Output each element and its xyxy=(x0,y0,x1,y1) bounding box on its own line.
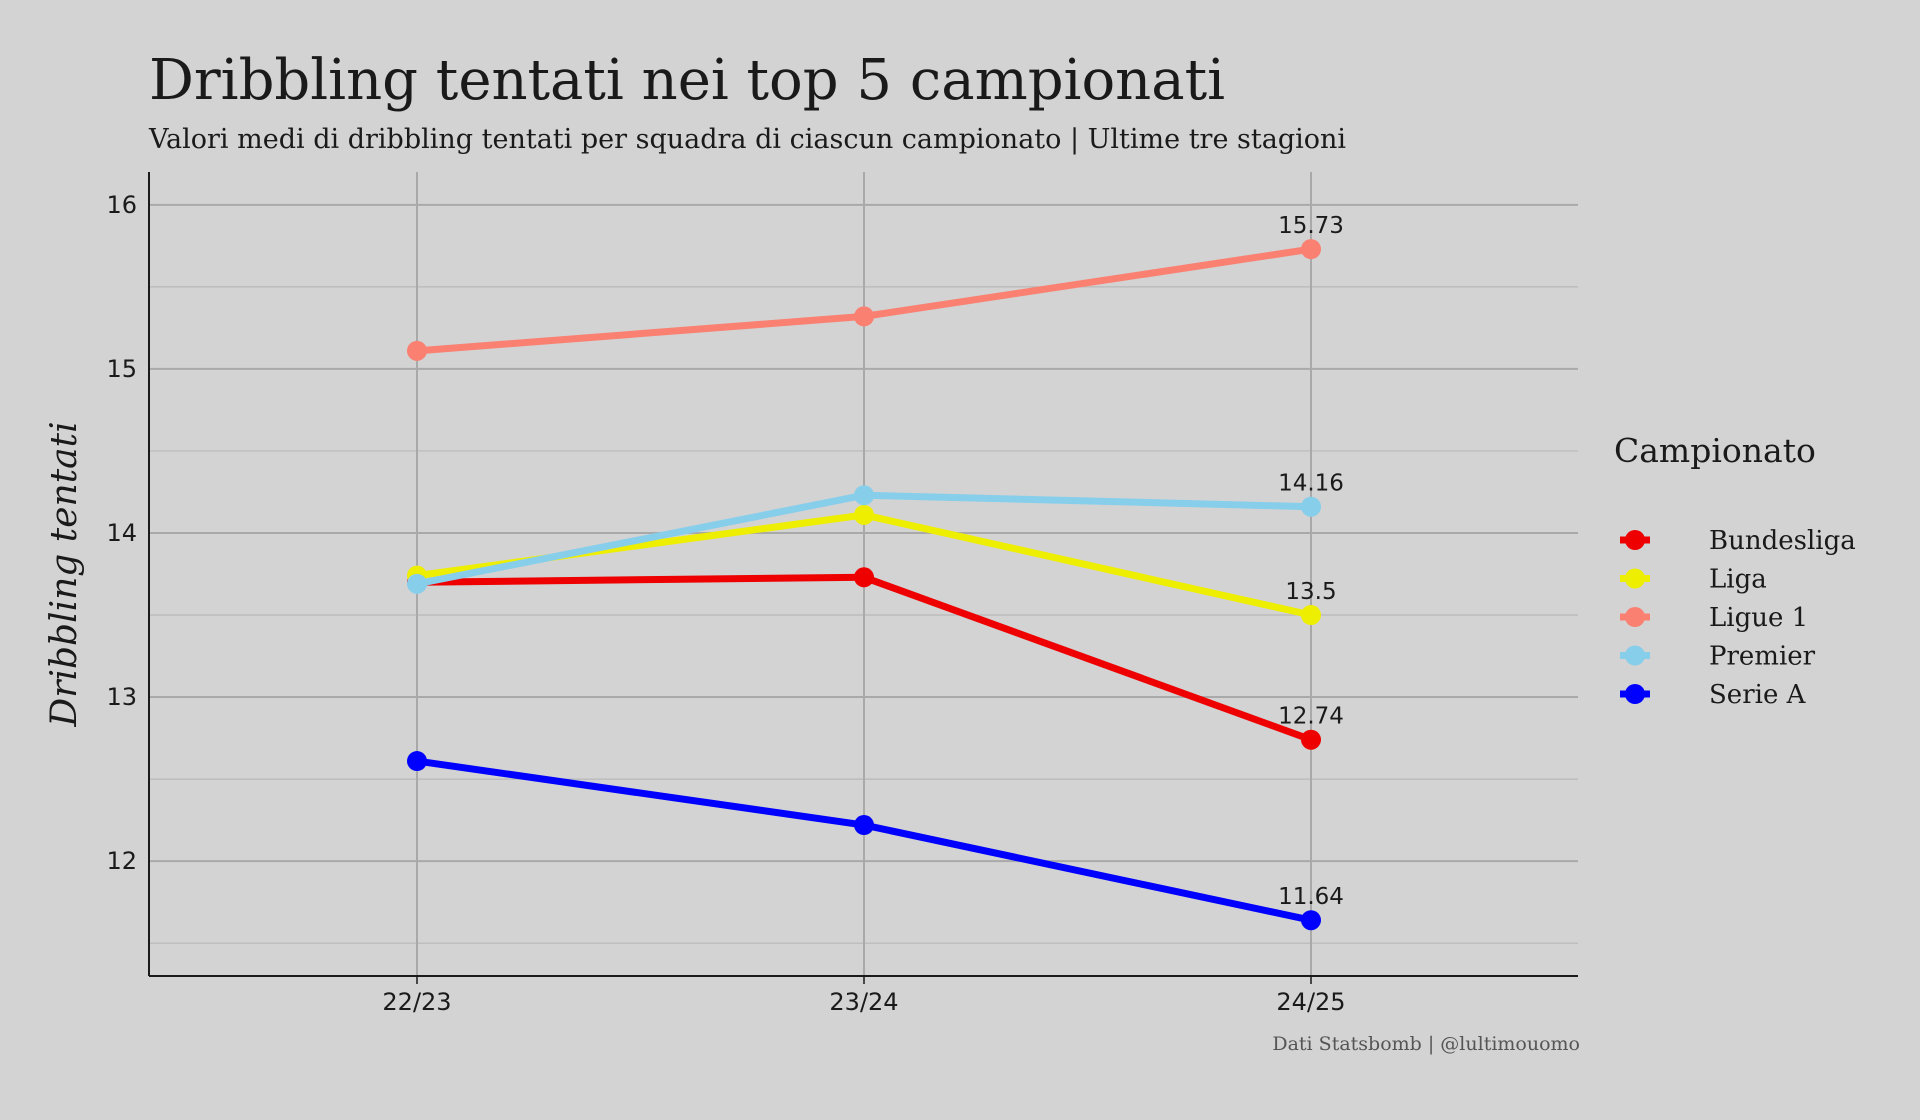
data-point-ligue-1 xyxy=(1301,239,1321,260)
x-tick-label: 23/24 xyxy=(829,988,898,1016)
data-point-premier xyxy=(1301,496,1321,517)
legend-dot xyxy=(1625,607,1645,627)
data-label-liga: 13.5 xyxy=(1285,579,1336,605)
data-label-ligue-1: 15.73 xyxy=(1278,213,1344,239)
legend-key-premier xyxy=(1620,645,1650,666)
legend-dot xyxy=(1625,684,1645,704)
data-point-ligue-1 xyxy=(854,306,874,327)
legend-key-serie-a xyxy=(1620,684,1650,704)
x-tick-label: 24/25 xyxy=(1276,988,1345,1016)
axes: 12 13 14 15 16 22/23 23/24 24/25 xyxy=(106,172,1578,1016)
data-label-bundesliga: 12.74 xyxy=(1278,704,1344,730)
y-tick-label: 14 xyxy=(106,519,137,547)
legend-label-liga: Liga xyxy=(1709,565,1767,595)
series-layer xyxy=(407,239,1321,931)
data-point-bundesliga xyxy=(854,567,874,588)
chart-caption: Dati Statsbomb | @lultimouomo xyxy=(1272,1033,1580,1055)
legend-title: Campionato xyxy=(1614,431,1816,470)
legend-label-ligue-1: Ligue 1 xyxy=(1709,603,1808,633)
x-tick-label: 22/23 xyxy=(382,988,451,1016)
legend-label-bundesliga: Bundesliga xyxy=(1709,526,1856,556)
y-tick-label: 13 xyxy=(106,683,137,711)
y-axis-title: Dribbling tentati xyxy=(44,421,85,727)
data-labels: 12.74 13.5 15.73 14.16 11.64 xyxy=(1278,213,1344,910)
legend-label-premier: Premier xyxy=(1709,642,1816,672)
legend-key-bundesliga xyxy=(1620,530,1650,550)
data-point-liga xyxy=(1301,605,1321,626)
legend-label-serie-a: Serie A xyxy=(1709,680,1807,710)
legend-key-ligue-1 xyxy=(1620,607,1650,627)
data-label-serie-a: 11.64 xyxy=(1278,884,1344,910)
data-point-serie-a xyxy=(407,751,427,772)
legend-dot xyxy=(1625,568,1645,589)
y-tick-label: 15 xyxy=(106,355,137,383)
y-tick-label: 16 xyxy=(106,191,137,219)
chart-subtitle: Valori medi di dribbling tentati per squ… xyxy=(149,124,1347,155)
data-point-bundesliga xyxy=(1301,729,1321,750)
legend-dot xyxy=(1625,645,1645,666)
data-point-premier xyxy=(407,573,427,594)
legend-key-liga xyxy=(1620,568,1650,589)
legend: Campionato Bundesliga Liga Ligue 1 Premier S… xyxy=(1614,431,1856,710)
data-label-premier: 14.16 xyxy=(1278,471,1344,497)
data-point-premier xyxy=(854,485,874,506)
y-tick-label: 12 xyxy=(106,847,137,875)
data-point-ligue-1 xyxy=(407,340,427,361)
data-point-serie-a xyxy=(1301,910,1321,931)
legend-dot xyxy=(1625,530,1645,550)
data-point-liga xyxy=(854,504,874,525)
chart-title: Dribbling tentati nei top 5 campionati xyxy=(149,48,1226,113)
data-point-serie-a xyxy=(854,815,874,836)
